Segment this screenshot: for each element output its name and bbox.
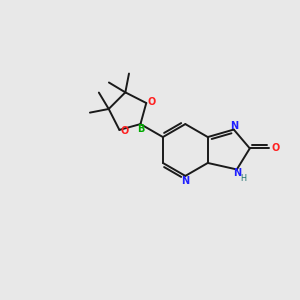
Text: O: O xyxy=(121,126,129,136)
Text: O: O xyxy=(147,97,156,106)
Text: N: N xyxy=(181,176,189,186)
Text: N: N xyxy=(233,168,241,178)
Text: B: B xyxy=(137,124,144,134)
Text: N: N xyxy=(230,121,238,131)
Text: H: H xyxy=(240,174,246,183)
Text: O: O xyxy=(271,143,280,153)
